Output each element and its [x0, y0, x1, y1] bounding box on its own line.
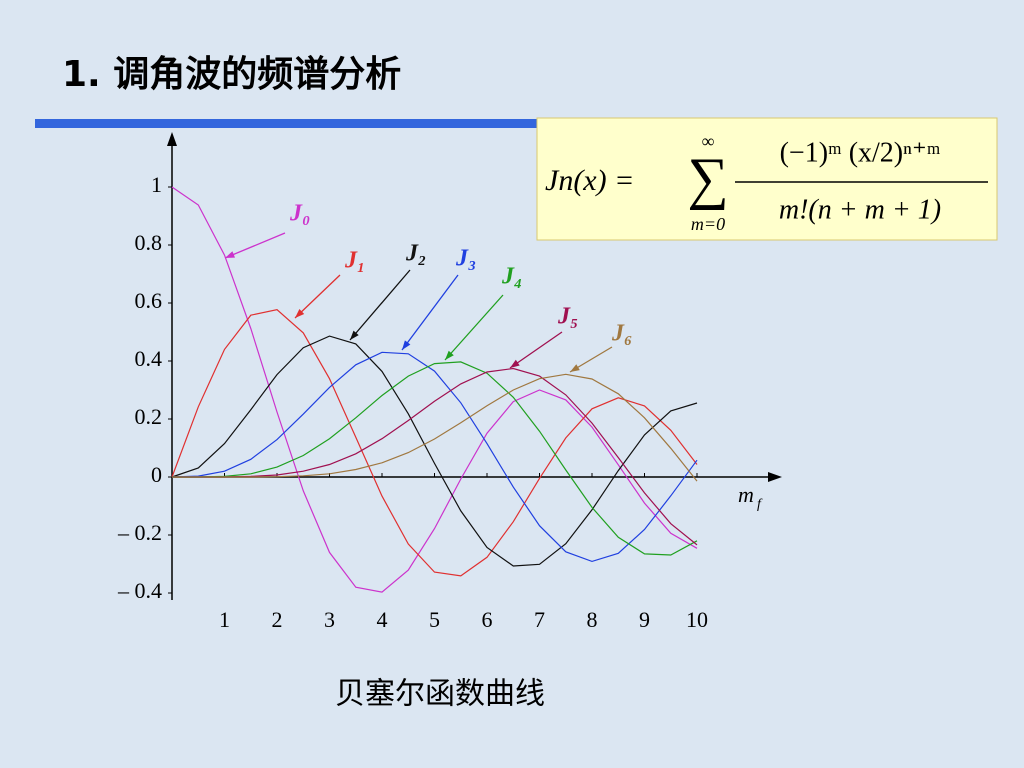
x-axis-label: m [738, 482, 754, 507]
legend-arrowhead [402, 340, 411, 350]
formula-denominator: m!(n + m + 1) [779, 194, 941, 225]
x-tick-label: 6 [482, 607, 493, 632]
x-tick-label: 3 [324, 607, 335, 632]
x-tick-label: 8 [587, 607, 598, 632]
legend-arrowhead [570, 364, 580, 372]
title-bar [35, 119, 540, 128]
formula-sum-bottom: m=0 [691, 214, 725, 234]
legend-pointer [509, 331, 563, 369]
x-tick-label: 2 [272, 607, 283, 632]
y-tick-label: – 0.2 [117, 520, 162, 545]
caption: 贝塞尔函数曲线 [335, 677, 545, 712]
y-tick-label: 0.8 [135, 230, 163, 255]
x-tick-label: 7 [534, 607, 545, 632]
x-tick-label: 9 [639, 607, 650, 632]
bessel-curve [172, 373, 698, 482]
bessel-curve [172, 367, 698, 546]
bessel-curve [171, 186, 698, 593]
y-tick-label: 0.6 [135, 288, 163, 313]
formula-numerator: (−1)ᵐ (x/2)ⁿ⁺ᵐ [780, 137, 941, 168]
legend-label: J₁ [344, 248, 365, 274]
x-arrow [768, 472, 782, 482]
legend-label: J₄ [501, 264, 522, 290]
y-tick-label: 0.4 [135, 346, 163, 371]
bessel-curve [172, 361, 698, 556]
legend-arrowhead [225, 251, 235, 258]
legend-label: J₅ [557, 304, 578, 330]
legend-pointer [401, 274, 459, 351]
legend-pointer [294, 274, 341, 319]
y-arrow [167, 132, 177, 146]
x-tick-label: 1 [219, 607, 230, 632]
legend-label: J₆ [611, 321, 632, 347]
legend-arrowhead [295, 309, 305, 318]
slide-title: 1. 调角波的频谱分析 [62, 54, 401, 95]
legend-arrowhead [510, 359, 520, 368]
legend-pointer [444, 294, 504, 361]
y-tick-label: 0 [151, 462, 162, 487]
x-tick-label: 10 [686, 607, 708, 632]
formula-sum-top: ∞ [702, 131, 715, 151]
x-tick-label: 4 [377, 607, 388, 632]
legend-label: J₂ [405, 241, 426, 267]
y-tick-label: – 0.4 [117, 578, 162, 603]
legend-label: J₀ [289, 201, 310, 227]
bessel-curve [171, 351, 698, 563]
legend-pointer [224, 232, 286, 259]
y-tick-label: 0.2 [135, 404, 163, 429]
formula-sigma: ∑ [687, 145, 728, 210]
legend-arrowhead [350, 330, 359, 340]
y-tick-label: 1 [151, 172, 162, 197]
legend-label: J₃ [455, 246, 476, 272]
formula-lhs: Jn(x) = [545, 164, 634, 197]
bessel-curve [171, 335, 698, 567]
x-tick-label: 5 [429, 607, 440, 632]
x-axis-label-sub: f [757, 497, 763, 512]
legend-arrowhead [445, 350, 454, 360]
bessel-curve [171, 309, 698, 577]
formula-box [536, 117, 998, 241]
legend-pointer [349, 269, 411, 341]
